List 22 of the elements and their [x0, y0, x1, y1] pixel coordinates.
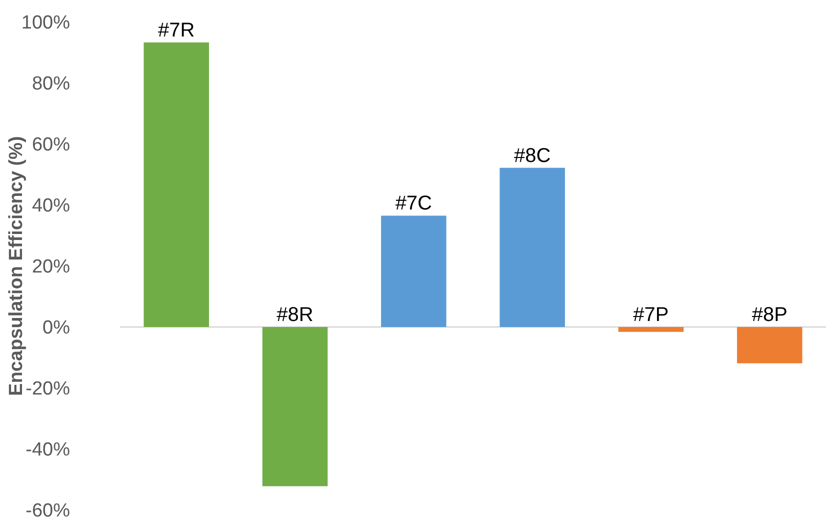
y-tick-label: 100% [21, 12, 70, 34]
x-tick-label: #8P [752, 304, 788, 326]
bar [144, 42, 209, 327]
bar [381, 216, 446, 327]
y-tick-label: 40% [32, 196, 70, 217]
y-tick-label: 20% [32, 256, 70, 278]
y-tick-label: 0% [42, 318, 70, 339]
y-tick-label: -40% [26, 440, 70, 461]
bar [618, 327, 684, 332]
y-tick-label: -60% [26, 500, 70, 522]
y-tick-label: -20% [26, 378, 70, 400]
bar [262, 327, 328, 486]
x-tick-label: #8C [514, 144, 551, 167]
bar [500, 168, 565, 327]
y-tick-label: 80% [32, 74, 70, 95]
x-tick-label: #7C [395, 192, 432, 215]
x-tick-label: #7P [633, 304, 669, 326]
x-tick-label: #8R [276, 304, 314, 326]
y-tick-label: 60% [32, 134, 70, 156]
bar [737, 327, 802, 364]
x-tick-label: #7R [158, 19, 195, 42]
y-axis-title: Encapsulation Efficiency (%) [6, 136, 27, 396]
